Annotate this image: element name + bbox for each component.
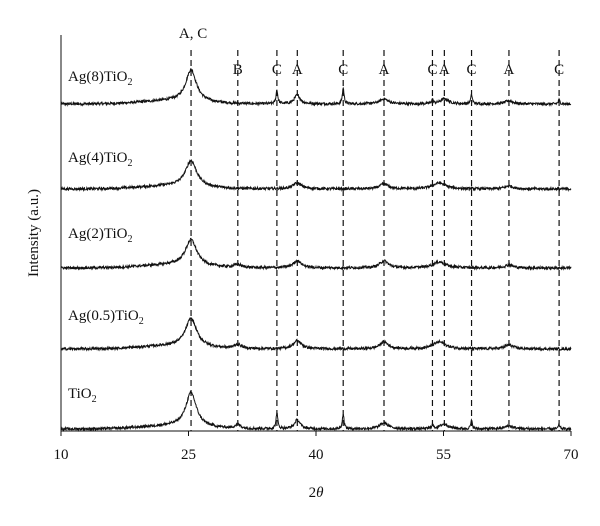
peak-label: A	[439, 62, 450, 78]
x-axis-title: 2θ	[309, 485, 325, 501]
x-tick-label: 25	[181, 447, 196, 463]
peak-label: C	[272, 62, 282, 78]
series-label-main: Ag(2)TiO	[68, 226, 128, 242]
series-line-1	[60, 67, 572, 107]
series-label: Ag(0.5)TiO2	[68, 308, 144, 327]
series-labels: Ag(8)TiO2Ag(4)TiO2Ag(2)TiO2Ag(0.5)TiO2Ti…	[68, 69, 144, 405]
series-label: Ag(8)TiO2	[68, 69, 132, 88]
series-label-main: TiO	[68, 386, 92, 402]
series-label-main: Ag(0.5)TiO	[68, 308, 139, 324]
x-ticks: 10 25 40 55 70	[54, 431, 579, 463]
x-axis-title-main: 2	[309, 485, 317, 501]
peak-label: A	[379, 62, 390, 78]
peak-label: A	[504, 62, 515, 78]
series-group	[60, 67, 572, 433]
series-label-main: Ag(4)TiO	[68, 150, 128, 166]
peak-label: A	[292, 62, 303, 78]
series-label-subscript: 2	[139, 316, 144, 327]
peak-label: C	[427, 62, 437, 78]
series-line-5	[60, 390, 572, 433]
series-label: TiO2	[68, 386, 97, 405]
series-label-subscript: 2	[92, 394, 97, 405]
x-tick-label: 40	[309, 447, 324, 463]
series-label-subscript: 2	[127, 234, 132, 245]
x-tick-label: 10	[54, 447, 69, 463]
series-line-2	[60, 158, 572, 193]
x-tick-label: 55	[436, 447, 451, 463]
peak-label: C	[338, 62, 348, 78]
series-label: Ag(2)TiO2	[68, 226, 132, 245]
series-label: Ag(4)TiO2	[68, 150, 132, 169]
axes	[60, 35, 571, 432]
series-line-4	[60, 316, 572, 352]
peak-label: B	[233, 62, 243, 78]
peak-label: C	[554, 62, 564, 78]
peak-label: A, C	[179, 26, 207, 42]
series-line-3	[60, 237, 572, 271]
x-tick-label: 70	[564, 447, 579, 463]
peak-label: C	[467, 62, 477, 78]
series-label-subscript: 2	[127, 158, 132, 169]
peak-labels: A, CB C A C A C A C A C	[179, 26, 564, 78]
series-label-main: Ag(8)TiO	[68, 69, 128, 85]
x-axis-title-theta: θ	[316, 485, 324, 501]
reference-lines	[190, 50, 560, 431]
series-label-subscript: 2	[127, 77, 132, 88]
y-axis-title: Intensity (a.u.)	[26, 189, 42, 277]
